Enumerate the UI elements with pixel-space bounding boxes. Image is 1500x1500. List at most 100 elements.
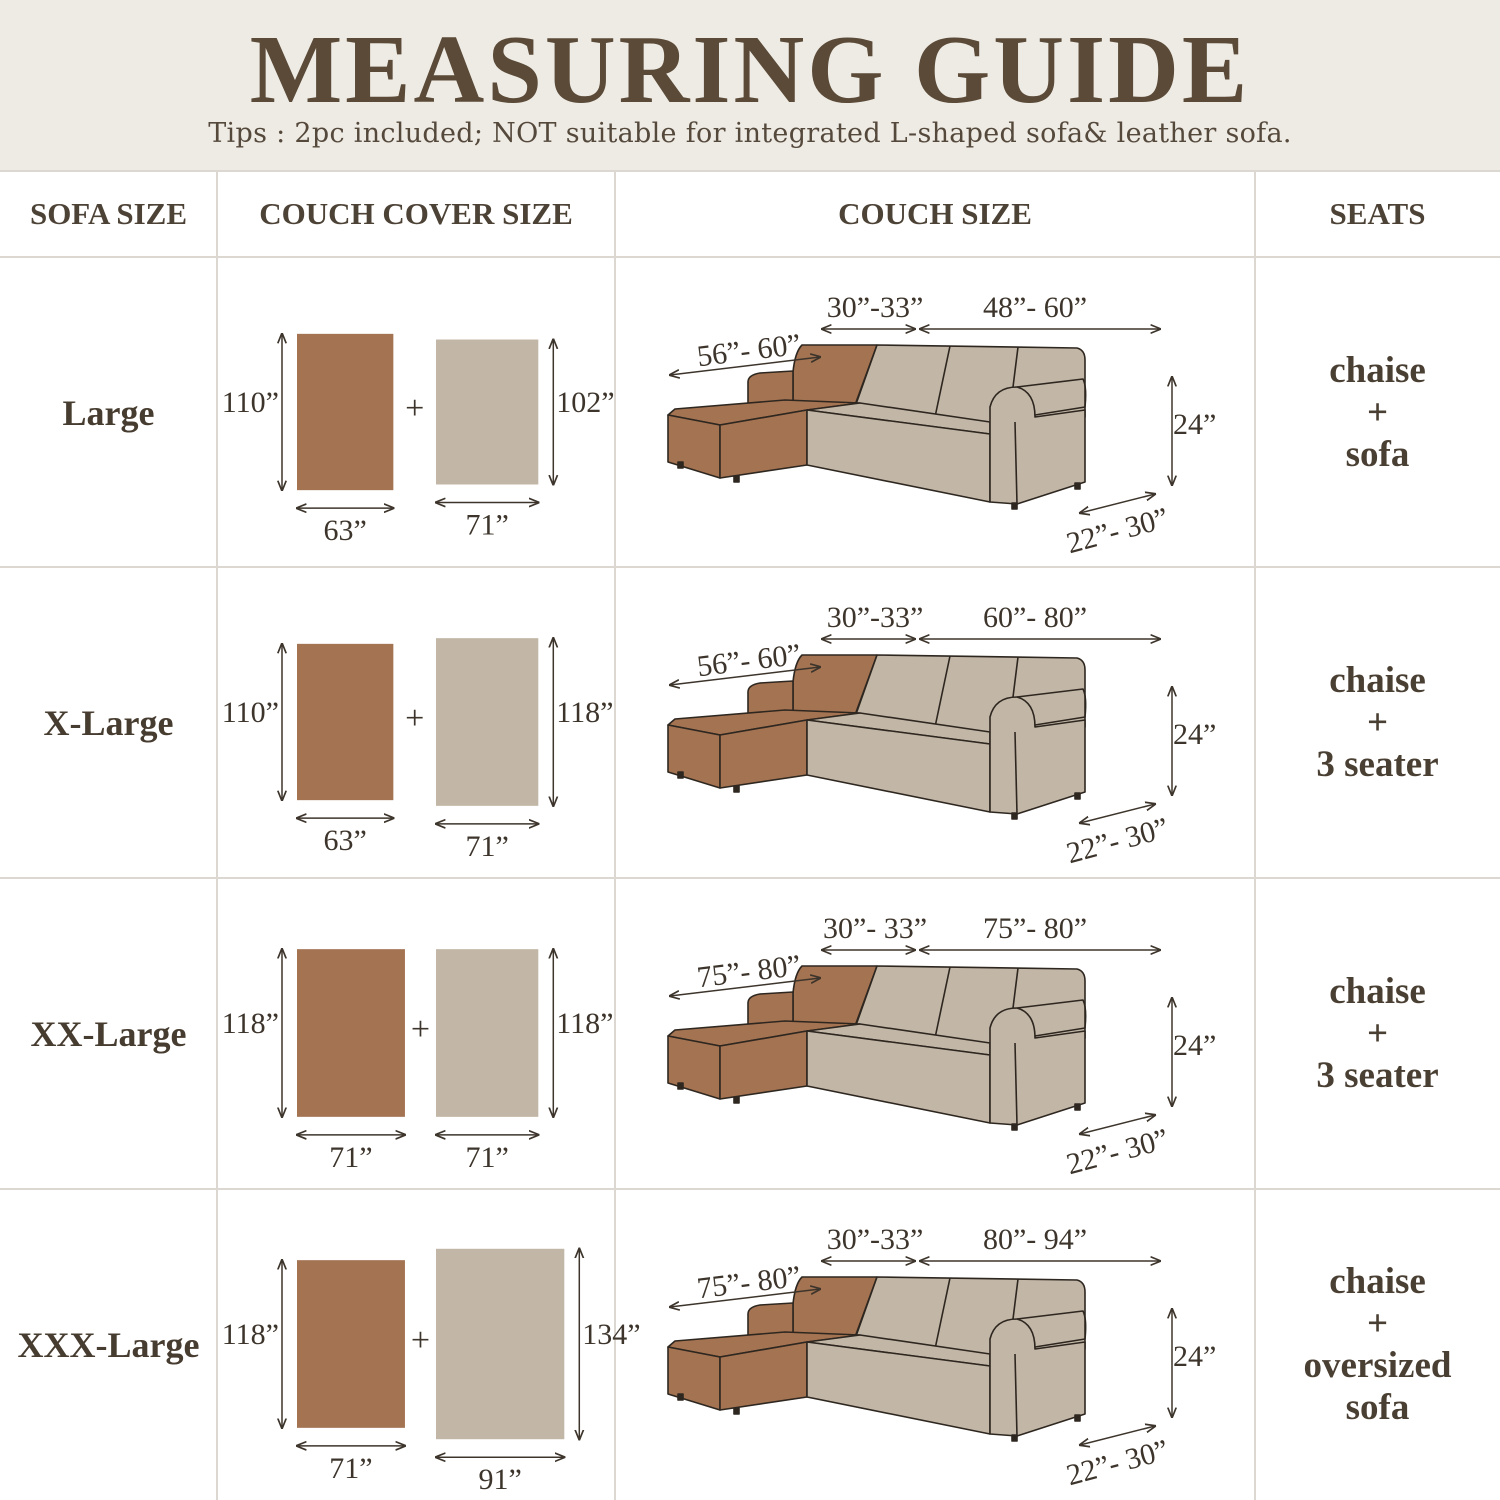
seats-line: 3 seater — [1316, 1054, 1439, 1096]
dimension-label: 134” — [582, 1318, 640, 1351]
seats-description: chaise + oversized sofa — [1255, 1189, 1500, 1500]
dimension-label: 71” — [465, 830, 508, 863]
dimension-arrow — [670, 357, 820, 375]
dimension-label: 30”-33” — [827, 291, 924, 324]
sofa-leg — [677, 461, 684, 469]
dimension-label: 63” — [324, 514, 367, 547]
seats-line: + — [1366, 391, 1389, 433]
row-graphics: + 118” 71” 134” 91” 75”- 80” 30”-33” 80”- … — [217, 1189, 1500, 1500]
header-couch-cover-size: COUCH COVER SIZE — [259, 195, 573, 231]
dimension-label: 24” — [1173, 1340, 1216, 1373]
dimension-label: 60”- 80” — [983, 601, 1087, 634]
row-graphics: + 118” 71” 118” 71” 75”- 80” 30”- 33” 75”-… — [217, 878, 1500, 1189]
dimension-label: 75”- 80” — [695, 949, 802, 994]
sofa-leg — [1074, 792, 1081, 800]
header-couch-size: COUCH SIZE — [838, 195, 1032, 231]
header-sofa-size: SOFA SIZE — [29, 195, 188, 231]
dimension-label: 80”- 94” — [983, 1223, 1087, 1256]
divider — [614, 170, 616, 1500]
dimension-label: 56”- 60” — [695, 328, 802, 373]
seats-description: chaise +3 seater — [1255, 567, 1500, 878]
sofa-arm — [989, 1318, 1086, 1437]
dimension-label: 24” — [1173, 1029, 1216, 1062]
dimension-label: 63” — [324, 824, 367, 857]
dimension-label: 22”- 30” — [1063, 1433, 1172, 1492]
dimension-label: 56”- 60” — [695, 638, 802, 683]
sofa-size-label: XXX-Large — [17, 1324, 200, 1365]
header-seats: SEATS — [1329, 195, 1426, 231]
sofa-leg — [1011, 502, 1018, 510]
sofa-size-label: X-Large — [43, 702, 174, 743]
divider — [0, 566, 1500, 568]
sofa-cover-swatch — [436, 638, 539, 806]
dimension-arrow — [1080, 1115, 1155, 1134]
dimension-label: 30”-33” — [827, 601, 924, 634]
plus-sign: + — [411, 1011, 430, 1048]
chaise-cover-swatch — [297, 333, 394, 491]
divider — [216, 170, 218, 1500]
dimension-label: 118” — [556, 1007, 613, 1040]
sofa-leg — [1011, 1123, 1018, 1131]
dimension-arrow — [1080, 1426, 1155, 1445]
sectional-sofa-illustration — [667, 654, 1087, 820]
sofa-cover-swatch — [436, 949, 539, 1117]
sofa-arm — [989, 386, 1086, 505]
plus-sign: + — [405, 390, 424, 427]
seats-line: + — [1366, 1302, 1389, 1344]
divider — [0, 170, 1500, 172]
seats-line: chaise — [1329, 349, 1426, 391]
dimension-label: 30”-33” — [827, 1223, 924, 1256]
chaise-front — [667, 1035, 721, 1100]
dimension-arrow — [1080, 494, 1155, 513]
sectional-sofa-illustration — [667, 1276, 1087, 1442]
dimension-label: 30”- 33” — [823, 912, 927, 945]
row-graphics: + 110” 63” 102” 71” 56”- 60” 30”-33” 48”- … — [217, 257, 1500, 568]
cushion-seam — [934, 655, 951, 728]
dimension-label: 75”- 80” — [695, 1260, 802, 1305]
arm-edge — [1014, 1042, 1018, 1126]
sofa-arm-top — [1016, 688, 1087, 726]
sofa-leg — [677, 771, 684, 779]
dimension-label: 24” — [1173, 408, 1216, 441]
dimension-label: 102” — [556, 386, 614, 419]
divider — [1254, 170, 1256, 1500]
dimension-label: 110” — [222, 696, 279, 729]
chaise-cover-swatch — [297, 949, 405, 1117]
divider — [0, 256, 1500, 258]
seats-line: sofa — [1345, 433, 1410, 475]
page-title: MEASURING GUIDE — [249, 16, 1251, 124]
sofa-leg — [1074, 482, 1081, 490]
arm-edge — [1014, 1353, 1018, 1437]
dimension-label: 24” — [1173, 718, 1216, 751]
sofa-leg — [1074, 1103, 1081, 1111]
chaise-cover-swatch — [297, 1260, 405, 1428]
sofa-arm-top — [1016, 378, 1087, 416]
dimension-arrow — [670, 667, 820, 685]
title-banner: MEASURING GUIDE Tips : 2pc included; NOT… — [0, 0, 1500, 170]
sectional-sofa-illustration — [667, 344, 1087, 510]
dimension-label: 91” — [478, 1463, 521, 1496]
seats-line: chaise — [1329, 1260, 1426, 1302]
dimension-arrow — [1080, 804, 1155, 823]
divider — [0, 1188, 1500, 1190]
dimension-label: 118” — [222, 1007, 279, 1040]
sofa-cover-swatch — [436, 339, 539, 485]
cushion-seam — [934, 1277, 951, 1350]
dimension-label: 118” — [222, 1318, 279, 1351]
arm-edge — [1014, 731, 1018, 815]
sofa-leg — [1011, 812, 1018, 820]
chaise-front — [667, 414, 721, 479]
seats-description: chaise + sofa — [1255, 257, 1500, 568]
tips-text: Tips : 2pc included; NOT suitable for in… — [208, 118, 1292, 149]
plus-sign: + — [411, 1322, 430, 1359]
seats-line: oversized — [1303, 1344, 1452, 1386]
sofa-size-label: Large — [62, 392, 155, 433]
sofa-leg — [733, 475, 740, 483]
sectional-sofa-illustration — [667, 965, 1087, 1131]
sofa-leg — [1074, 1414, 1081, 1422]
dimension-arrow — [670, 978, 820, 996]
row-graphics: + 110” 63” 118” 71” 56”- 60” 30”-33” 60”- … — [217, 567, 1500, 878]
divider — [0, 877, 1500, 879]
sofa-leg — [677, 1082, 684, 1090]
seats-line: chaise — [1329, 659, 1426, 701]
